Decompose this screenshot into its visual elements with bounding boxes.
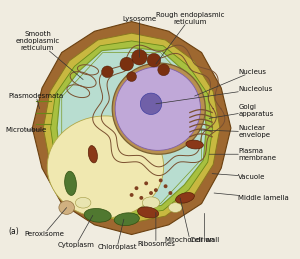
Ellipse shape: [120, 57, 134, 71]
Ellipse shape: [134, 186, 138, 190]
Ellipse shape: [115, 67, 200, 150]
Text: Cytoplasm: Cytoplasm: [58, 215, 95, 248]
Text: Chloroplast: Chloroplast: [97, 219, 137, 250]
Ellipse shape: [64, 171, 76, 196]
Text: Microtubule: Microtubule: [5, 127, 47, 133]
Ellipse shape: [149, 191, 153, 195]
Ellipse shape: [164, 184, 167, 188]
Polygon shape: [32, 21, 231, 234]
Ellipse shape: [186, 140, 203, 149]
Text: Mitochondrion: Mitochondrion: [165, 198, 215, 243]
Text: Nucleolus: Nucleolus: [156, 86, 273, 104]
Polygon shape: [43, 33, 220, 223]
Ellipse shape: [144, 181, 148, 185]
Ellipse shape: [140, 93, 162, 114]
Ellipse shape: [88, 146, 98, 163]
Ellipse shape: [142, 197, 160, 208]
Ellipse shape: [158, 64, 170, 76]
Ellipse shape: [159, 178, 163, 182]
Ellipse shape: [140, 196, 143, 200]
Polygon shape: [51, 41, 213, 215]
Ellipse shape: [147, 53, 161, 67]
Ellipse shape: [112, 63, 205, 154]
Ellipse shape: [102, 66, 113, 78]
Text: (a): (a): [8, 227, 19, 236]
Ellipse shape: [47, 116, 164, 218]
Ellipse shape: [138, 207, 159, 218]
Ellipse shape: [130, 193, 134, 197]
Text: Vacuole: Vacuole: [212, 174, 266, 179]
Polygon shape: [57, 48, 206, 208]
Ellipse shape: [169, 191, 172, 195]
Ellipse shape: [169, 203, 182, 212]
Ellipse shape: [127, 72, 136, 82]
Text: Nucleus: Nucleus: [195, 69, 266, 96]
Text: Middle lamella: Middle lamella: [214, 193, 289, 201]
Ellipse shape: [154, 188, 158, 192]
Ellipse shape: [84, 208, 111, 222]
Text: Peroxisome: Peroxisome: [24, 207, 67, 237]
Text: Smooth
endoplasmic
reticulum: Smooth endoplasmic reticulum: [15, 31, 83, 80]
Ellipse shape: [75, 197, 91, 208]
Text: Golgi
apparatus: Golgi apparatus: [209, 104, 274, 118]
Text: Ribosomes: Ribosomes: [137, 212, 175, 247]
Ellipse shape: [114, 213, 139, 226]
Ellipse shape: [59, 201, 74, 214]
Text: Lysosome: Lysosome: [122, 16, 156, 57]
Ellipse shape: [176, 192, 194, 203]
Text: Plasma
membrane: Plasma membrane: [209, 148, 276, 161]
Text: Plasmodesmata: Plasmodesmata: [8, 93, 64, 109]
Text: Nuclear
envelope: Nuclear envelope: [200, 125, 270, 138]
Text: Rough endoplasmic
reticulum: Rough endoplasmic reticulum: [156, 12, 224, 64]
Ellipse shape: [132, 49, 147, 65]
Text: Cell wall: Cell wall: [190, 213, 219, 243]
